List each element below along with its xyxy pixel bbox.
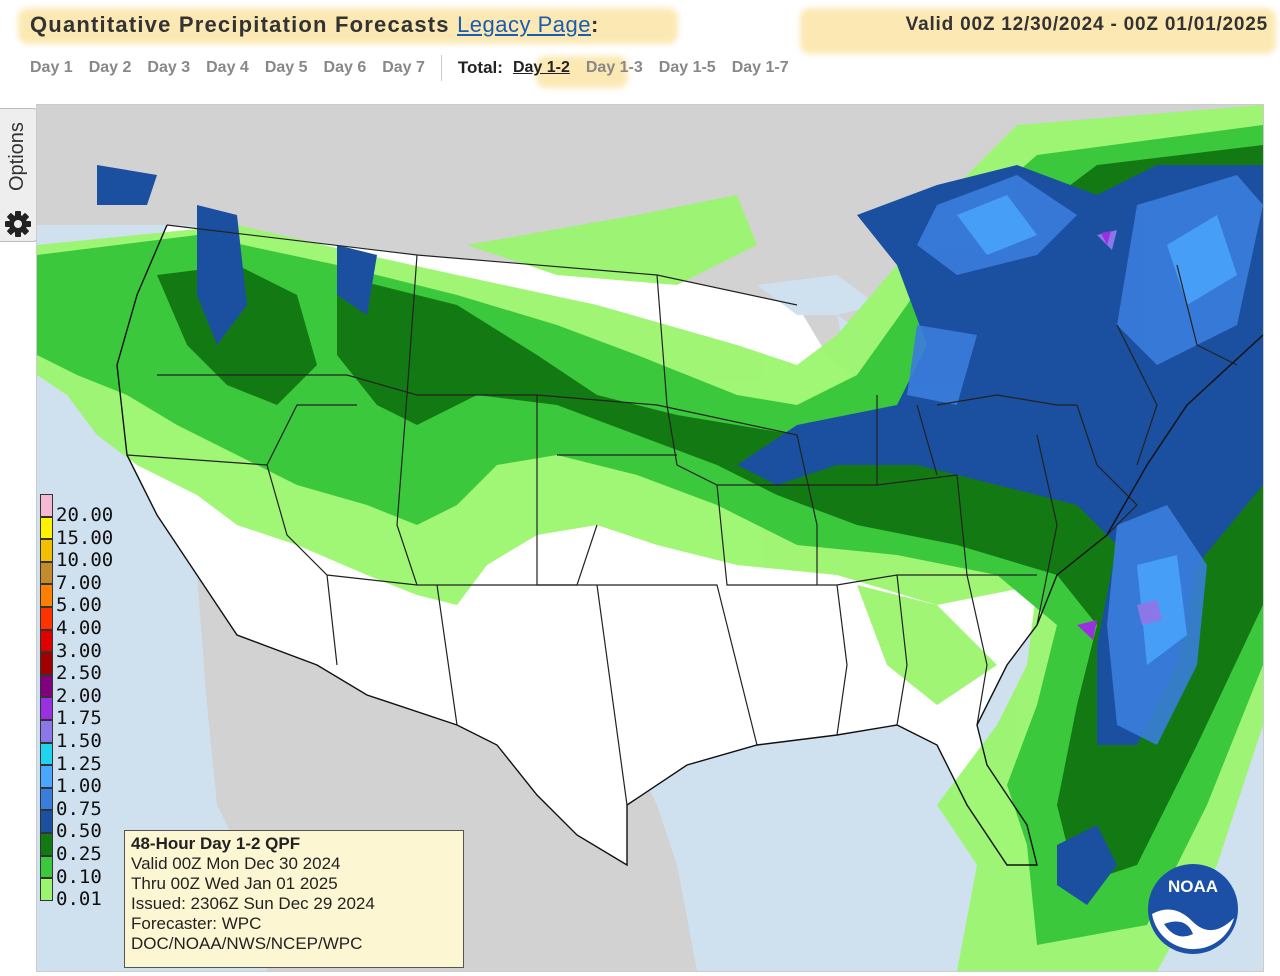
legend-entry: 7.00 bbox=[40, 561, 124, 594]
legend-entry: 2.00 bbox=[40, 674, 124, 707]
forecast-info-box: 48-Hour Day 1-2 QPF Valid 00Z Mon Dec 30… bbox=[124, 830, 464, 968]
info-thru: Thru 00Z Wed Jan 01 2025 bbox=[131, 874, 338, 893]
legend-entry: 0.50 bbox=[40, 810, 124, 842]
legend-value: 7.00 bbox=[56, 571, 102, 594]
legend-value: 10.00 bbox=[56, 549, 114, 572]
legend-value: 2.00 bbox=[56, 684, 102, 707]
tab-day-1-2[interactable]: Day 1-2 bbox=[512, 59, 570, 76]
legend-value: 5.00 bbox=[56, 594, 102, 617]
legend-entry: 0.25 bbox=[40, 833, 124, 865]
legend-value: 0.25 bbox=[56, 843, 102, 865]
legend-entry: 2.50 bbox=[40, 652, 124, 684]
legend-entry: 1.75 bbox=[40, 697, 124, 729]
title-text: Quantitative Precipitation Forecasts bbox=[30, 12, 450, 37]
legend-value: 15.00 bbox=[56, 526, 114, 549]
legend-value: 0.50 bbox=[56, 820, 102, 843]
map-canvas bbox=[37, 105, 1263, 971]
legend-swatch bbox=[40, 697, 53, 720]
tab-day-7[interactable]: Day 7 bbox=[382, 59, 425, 76]
title-colon: : bbox=[591, 12, 600, 37]
legend-swatch bbox=[40, 855, 53, 879]
precip-legend: 20.00 15.00 10.00 7.00 5.00 4.00 3.00 2.50 2.00 1… bbox=[40, 494, 124, 930]
tab-day-4[interactable]: Day 4 bbox=[206, 59, 249, 76]
legend-entry: 10.00 bbox=[40, 539, 124, 571]
legend-value: 2.50 bbox=[56, 662, 102, 685]
legend-value: 0.75 bbox=[56, 797, 102, 820]
tab-day-3[interactable]: Day 3 bbox=[147, 59, 191, 76]
tab-day-1-3[interactable]: Day 1-3 bbox=[585, 59, 643, 76]
legend-value: 1.25 bbox=[56, 752, 102, 775]
day-navigation: Day 1 Day 2 Day 3 Day 4 Day 5 Day 6 Day … bbox=[30, 55, 805, 81]
tab-day-5[interactable]: Day 5 bbox=[264, 59, 308, 76]
legend-entry: 0.01 bbox=[40, 878, 124, 910]
legend-swatch bbox=[40, 810, 53, 833]
legend-swatch bbox=[40, 674, 53, 698]
active-tab-highlight bbox=[536, 56, 628, 88]
gear-icon bbox=[5, 211, 31, 237]
legend-swatch bbox=[40, 494, 53, 517]
qpf-map[interactable] bbox=[36, 104, 1264, 972]
nav-divider bbox=[440, 55, 442, 81]
info-agency: DOC/NOAA/NWS/NCEP/WPC bbox=[131, 934, 363, 953]
options-label: Options bbox=[6, 122, 28, 191]
legend-swatch bbox=[40, 765, 53, 788]
info-valid: Valid 00Z Mon Dec 30 2024 bbox=[131, 854, 341, 873]
legend-swatch bbox=[40, 539, 53, 562]
legend-entry: 1.00 bbox=[40, 765, 124, 797]
legend-swatch bbox=[40, 787, 53, 811]
total-label: Total: bbox=[457, 58, 503, 77]
legend-swatch bbox=[40, 833, 53, 856]
legend-entry: 4.00 bbox=[40, 607, 124, 639]
noaa-logo-text: NOAA bbox=[1168, 877, 1218, 896]
legend-value: 4.00 bbox=[56, 617, 102, 639]
legend-value: 1.50 bbox=[56, 730, 102, 752]
legend-entry: 3.00 bbox=[40, 629, 124, 662]
legend-value: 0.01 bbox=[56, 888, 102, 911]
legend-value: 0.10 bbox=[56, 865, 102, 888]
legend-swatch bbox=[40, 629, 53, 653]
tab-day-2[interactable]: Day 2 bbox=[88, 59, 132, 76]
info-issued: Issued: 2306Z Sun Dec 29 2024 bbox=[131, 894, 375, 913]
legend-swatch bbox=[40, 720, 53, 743]
tab-day-6[interactable]: Day 6 bbox=[323, 59, 367, 76]
legend-value: 20.00 bbox=[56, 504, 114, 526]
title-highlight bbox=[18, 8, 678, 44]
legend-swatch bbox=[40, 878, 53, 901]
legend-swatch bbox=[40, 584, 53, 607]
legend-swatch bbox=[40, 516, 53, 540]
legend-entry: 0.75 bbox=[40, 787, 124, 820]
legend-value: 1.00 bbox=[56, 775, 102, 798]
legend-swatch bbox=[40, 561, 53, 585]
legend-value: 1.75 bbox=[56, 707, 102, 730]
legend-entry: 1.50 bbox=[40, 720, 124, 752]
legacy-page-link[interactable]: Legacy Page bbox=[457, 12, 591, 37]
tab-day-1[interactable]: Day 1 bbox=[30, 59, 73, 76]
page-title: Quantitative Precipitation Forecasts Leg… bbox=[30, 12, 600, 38]
valid-highlight bbox=[800, 8, 1276, 54]
legend-entry: 1.25 bbox=[40, 742, 124, 775]
legend-swatch bbox=[40, 652, 53, 675]
legend-swatch bbox=[40, 742, 53, 766]
tab-day-1-5[interactable]: Day 1-5 bbox=[658, 59, 716, 76]
legend-swatch bbox=[40, 607, 53, 630]
legend-entry: 15.00 bbox=[40, 516, 124, 549]
tab-day-1-7[interactable]: Day 1-7 bbox=[731, 59, 789, 76]
options-panel-toggle[interactable]: Options bbox=[0, 108, 39, 242]
valid-period: Valid 00Z 12/30/2024 - 00Z 01/01/2025 bbox=[905, 14, 1268, 35]
legend-entry: 0.10 bbox=[40, 855, 124, 888]
noaa-logo[interactable]: NOAA bbox=[1146, 862, 1240, 956]
info-forecaster: Forecaster: WPC bbox=[131, 914, 262, 933]
legend-value: 3.00 bbox=[56, 639, 102, 662]
legend-entry: 20.00 bbox=[40, 494, 124, 526]
info-title: 48-Hour Day 1-2 QPF bbox=[131, 834, 301, 853]
legend-entry: 5.00 bbox=[40, 584, 124, 616]
